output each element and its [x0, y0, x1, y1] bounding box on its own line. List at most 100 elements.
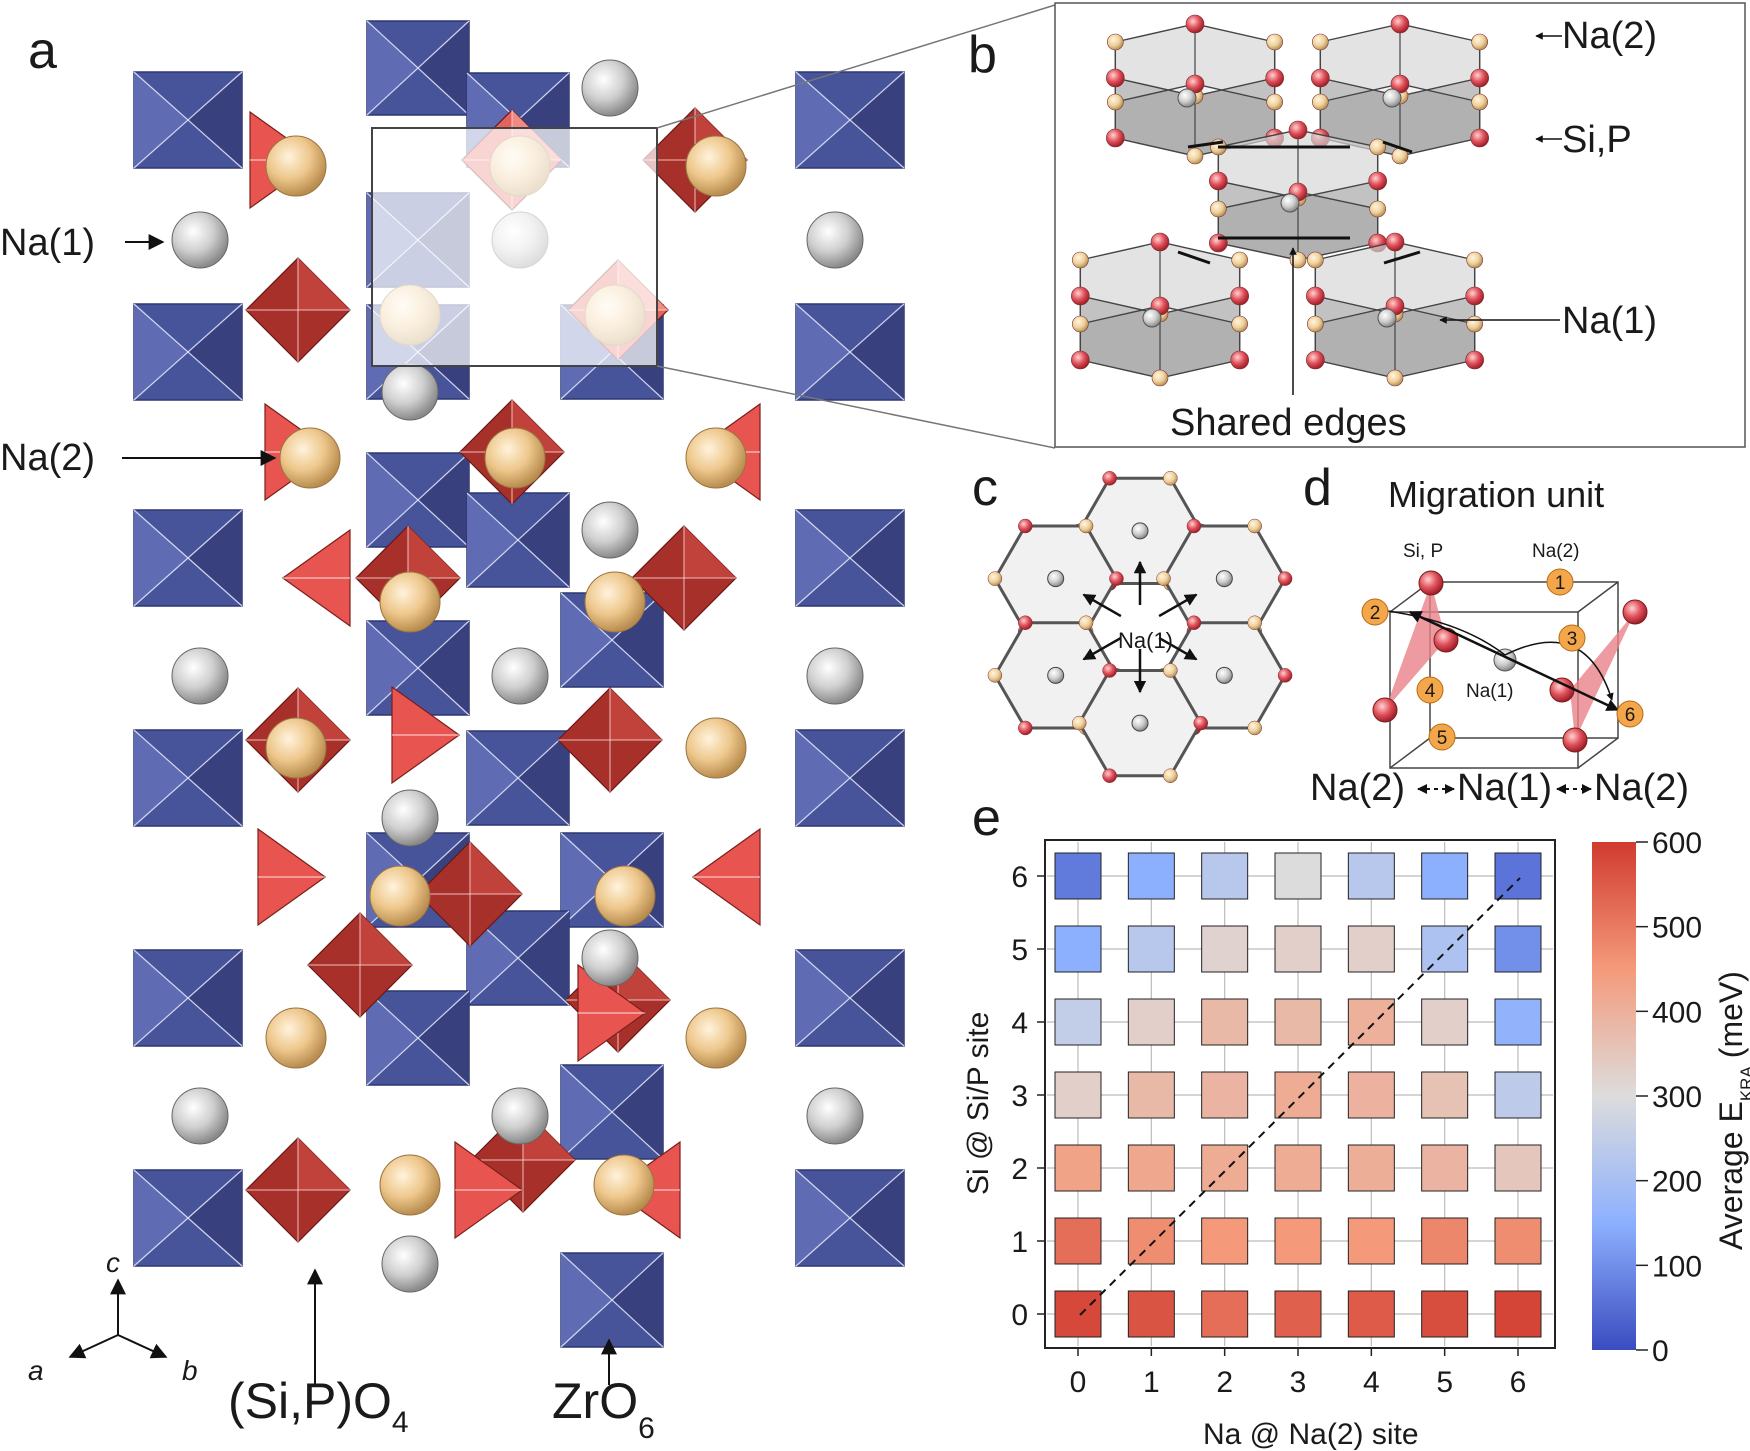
na2-atom — [379, 1154, 441, 1216]
zro6-octahedron — [560, 1064, 664, 1160]
heatmap-cell — [1127, 1290, 1175, 1338]
heatmap-cell — [1274, 852, 1322, 900]
heatmap-cell — [1127, 1071, 1175, 1119]
na1-atom — [381, 363, 439, 421]
na2-atom — [279, 427, 341, 489]
heatmap-cell — [1274, 1217, 1322, 1265]
na2-atom — [265, 1007, 327, 1069]
colorbar-label-unit: (meV) — [1713, 971, 1749, 1058]
migration-unit-diagram: 1 2 3 4 5 6 — [1361, 568, 1648, 769]
colorbar-tick-label: 500 — [1652, 912, 1702, 945]
na2-site-number: 3 — [1567, 629, 1578, 650]
zro6-octahedron — [795, 1169, 905, 1267]
colorbar-tick-label: 400 — [1652, 996, 1702, 1029]
panel-b-labels: Na(2) Si,P Na(1) Shared edges — [1170, 15, 1657, 444]
sipo4-annotation: (Si,P)O4 — [228, 1268, 409, 1439]
heatmap-cell — [1054, 1217, 1102, 1265]
zro6-octahedron — [795, 949, 905, 1047]
panel-b-na2-label: Na(2) — [1562, 15, 1657, 57]
panel-label-e: e — [972, 789, 1001, 847]
heatmap-cell — [1347, 1071, 1395, 1119]
na2-site — [1361, 598, 1389, 626]
na2-site-number: 5 — [1437, 728, 1448, 749]
heatmap-cell — [1421, 1290, 1469, 1338]
panel-label-a: a — [28, 22, 57, 80]
diagonal-dashed-line — [1079, 877, 1521, 1316]
kra-heatmap: 0 1 2 3 4 5 6 0 1 2 3 4 5 6 Na @ Na(2) site Si @ Si/P… — [962, 839, 1556, 1451]
hop-arrow — [1158, 593, 1198, 618]
sip-atom — [1622, 599, 1648, 625]
heatmap-cell — [1054, 998, 1102, 1046]
x-tick-label: 2 — [1216, 1366, 1233, 1399]
x-tick-label: 6 — [1510, 1366, 1527, 1399]
migration-path-arrow — [1408, 610, 1620, 712]
na-polyhedron — [1306, 232, 1484, 387]
colorbar-tick-label: 0 — [1652, 1335, 1669, 1368]
na1-atom — [491, 1087, 549, 1145]
na2-atom — [593, 1154, 655, 1216]
na1-label: Na(1) — [0, 222, 95, 264]
heatmap-cell — [1274, 1071, 1322, 1119]
axis-triad: c a b — [28, 1247, 198, 1386]
shared-edge — [1383, 250, 1421, 265]
panel-b-na1-label: Na(1) — [1562, 300, 1657, 342]
zro6-octahedron — [466, 730, 570, 826]
heatmap-cell — [1494, 1290, 1542, 1338]
shared-edge — [1382, 140, 1413, 154]
na1-site — [1215, 570, 1233, 588]
migration-unit-title: Migration unit — [1388, 474, 1604, 515]
sipo4-tetrahedron — [257, 827, 327, 927]
zro6-octahedron — [560, 1252, 664, 1348]
colorbar-label: Average E — [1713, 1101, 1749, 1250]
sip-atom — [1562, 727, 1588, 753]
y-tick-label: 1 — [1011, 1226, 1028, 1259]
na2-atom — [685, 427, 747, 489]
colorbar-gradient — [1592, 842, 1636, 1350]
na2-atom — [594, 865, 656, 927]
zro6-octahedron — [366, 990, 470, 1086]
sipo4-tetrahedron — [691, 827, 761, 927]
zro6-octahedron — [366, 452, 470, 548]
hop-arrow — [1082, 593, 1122, 618]
na1-atom — [806, 647, 864, 705]
y-tick-label: 5 — [1011, 934, 1028, 967]
zro6-subscript: 6 — [638, 1412, 655, 1445]
heatmap-cell — [1347, 925, 1395, 973]
heatmap-cell — [1494, 1071, 1542, 1119]
y-tick-label: 0 — [1011, 1299, 1028, 1332]
na1-site — [1047, 666, 1065, 684]
na2-site-number: 6 — [1625, 705, 1636, 726]
na2-site-number: 4 — [1425, 681, 1436, 702]
colorbar-ticks: 0 100 200 300 400 500 600 — [1636, 827, 1702, 1368]
sipo4-subscript: 4 — [392, 1406, 409, 1439]
heatmap-cell — [1421, 925, 1469, 973]
na2-site — [1546, 568, 1574, 596]
zro6-octahedron — [366, 620, 470, 716]
sipo4-tetrahedron — [557, 687, 663, 793]
heatmap-cell — [1274, 1290, 1322, 1338]
heatmap-cell — [1274, 1144, 1322, 1192]
sipo4-label: (Si,P)O — [228, 1373, 392, 1429]
na1-atom — [381, 789, 439, 847]
y-tick-label: 4 — [1011, 1007, 1028, 1040]
heatmap-cell — [1347, 1217, 1395, 1265]
na1-site — [1215, 666, 1233, 684]
heatmap-cell — [1421, 1144, 1469, 1192]
heatmap-cell — [1347, 998, 1395, 1046]
zro6-octahedron — [560, 592, 664, 688]
na1-atom — [171, 647, 229, 705]
sipo4-tetrahedron — [577, 963, 647, 1063]
heatmap-cell — [1201, 1144, 1249, 1192]
na1-atom — [491, 647, 549, 705]
x-tick-label: 0 — [1070, 1366, 1087, 1399]
path-left-na2: Na(2) — [1310, 767, 1405, 809]
y-tick-label: 2 — [1011, 1153, 1028, 1186]
heatmap-cell — [1201, 925, 1249, 973]
heatmap-cell — [1494, 998, 1542, 1046]
heatmap-cell — [1201, 1290, 1249, 1338]
na2-site — [1616, 700, 1644, 728]
heatmap-cell — [1421, 852, 1469, 900]
zro6-label: ZrO — [552, 1373, 638, 1429]
heatmap-cell — [1127, 852, 1175, 900]
na-polyhedron — [1311, 14, 1489, 165]
